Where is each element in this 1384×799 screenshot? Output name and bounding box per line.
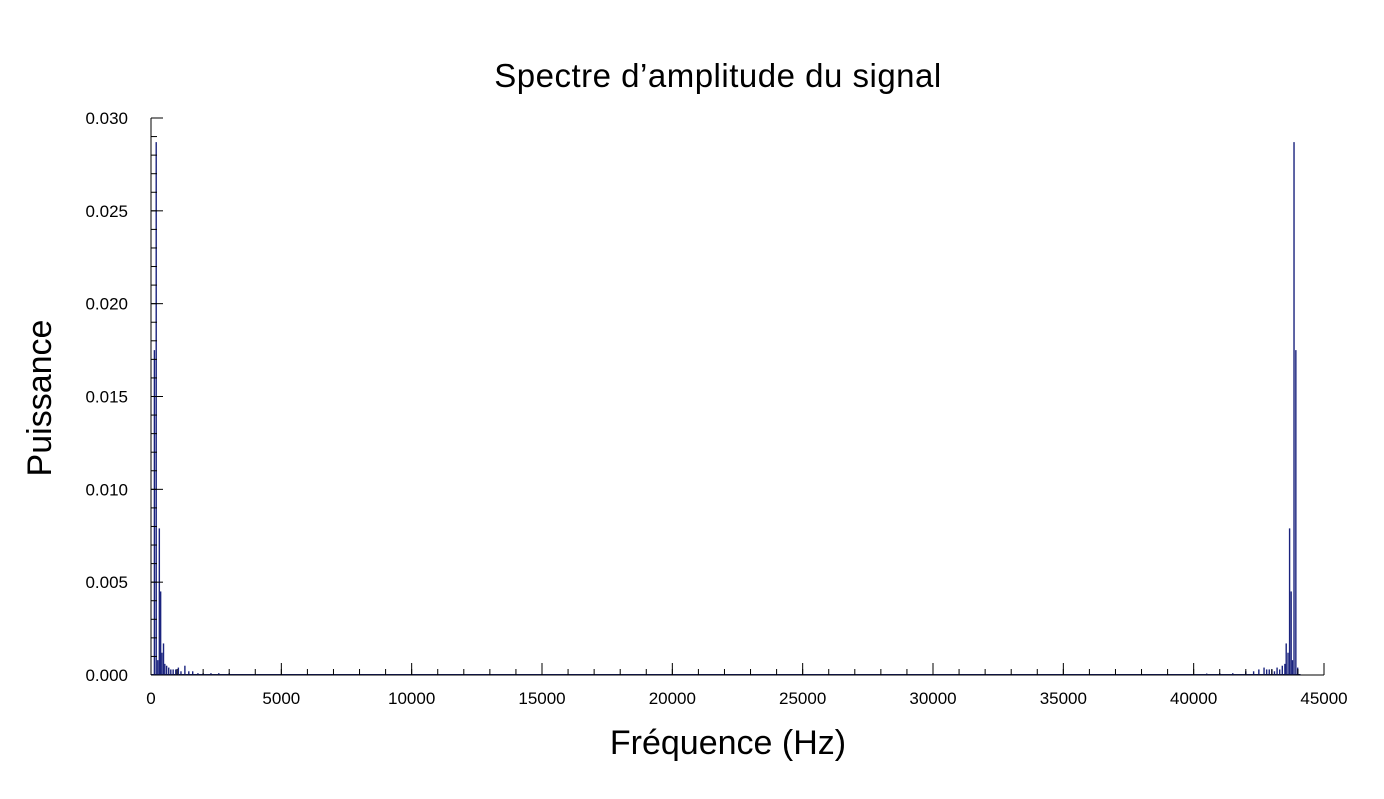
spectrum-bars [151, 142, 1301, 675]
x-tick-label: 10000 [388, 689, 435, 708]
y-tick-label: 0.015 [85, 388, 128, 407]
x-tick-label: 30000 [909, 689, 956, 708]
y-tick-label: 0.030 [85, 109, 128, 128]
x-tick-label: 20000 [649, 689, 696, 708]
y-tick-label: 0.020 [85, 295, 128, 314]
axes: 0.000 0.005 0.010 0.015 0.020 0.025 0.030 0 5000… [85, 109, 1347, 708]
x-tick-label: 15000 [518, 689, 565, 708]
x-tick-label: 40000 [1170, 689, 1217, 708]
x-tick-label: 35000 [1040, 689, 1087, 708]
y-axis-title: Puissance [21, 320, 59, 477]
y-tick-label: 0.010 [85, 480, 128, 499]
y-tick-label: 0.000 [85, 666, 128, 685]
x-tick-label: 0 [146, 689, 155, 708]
x-tick-label: 25000 [779, 689, 826, 708]
chart-title: Spectre d’amplitude du signal [494, 57, 941, 94]
x-tick-label: 5000 [262, 689, 300, 708]
x-tick-label: 45000 [1300, 689, 1347, 708]
x-axis-title: Fréquence (Hz) [610, 724, 846, 762]
y-tick-label: 0.025 [85, 202, 128, 221]
y-tick-label: 0.005 [85, 573, 128, 592]
